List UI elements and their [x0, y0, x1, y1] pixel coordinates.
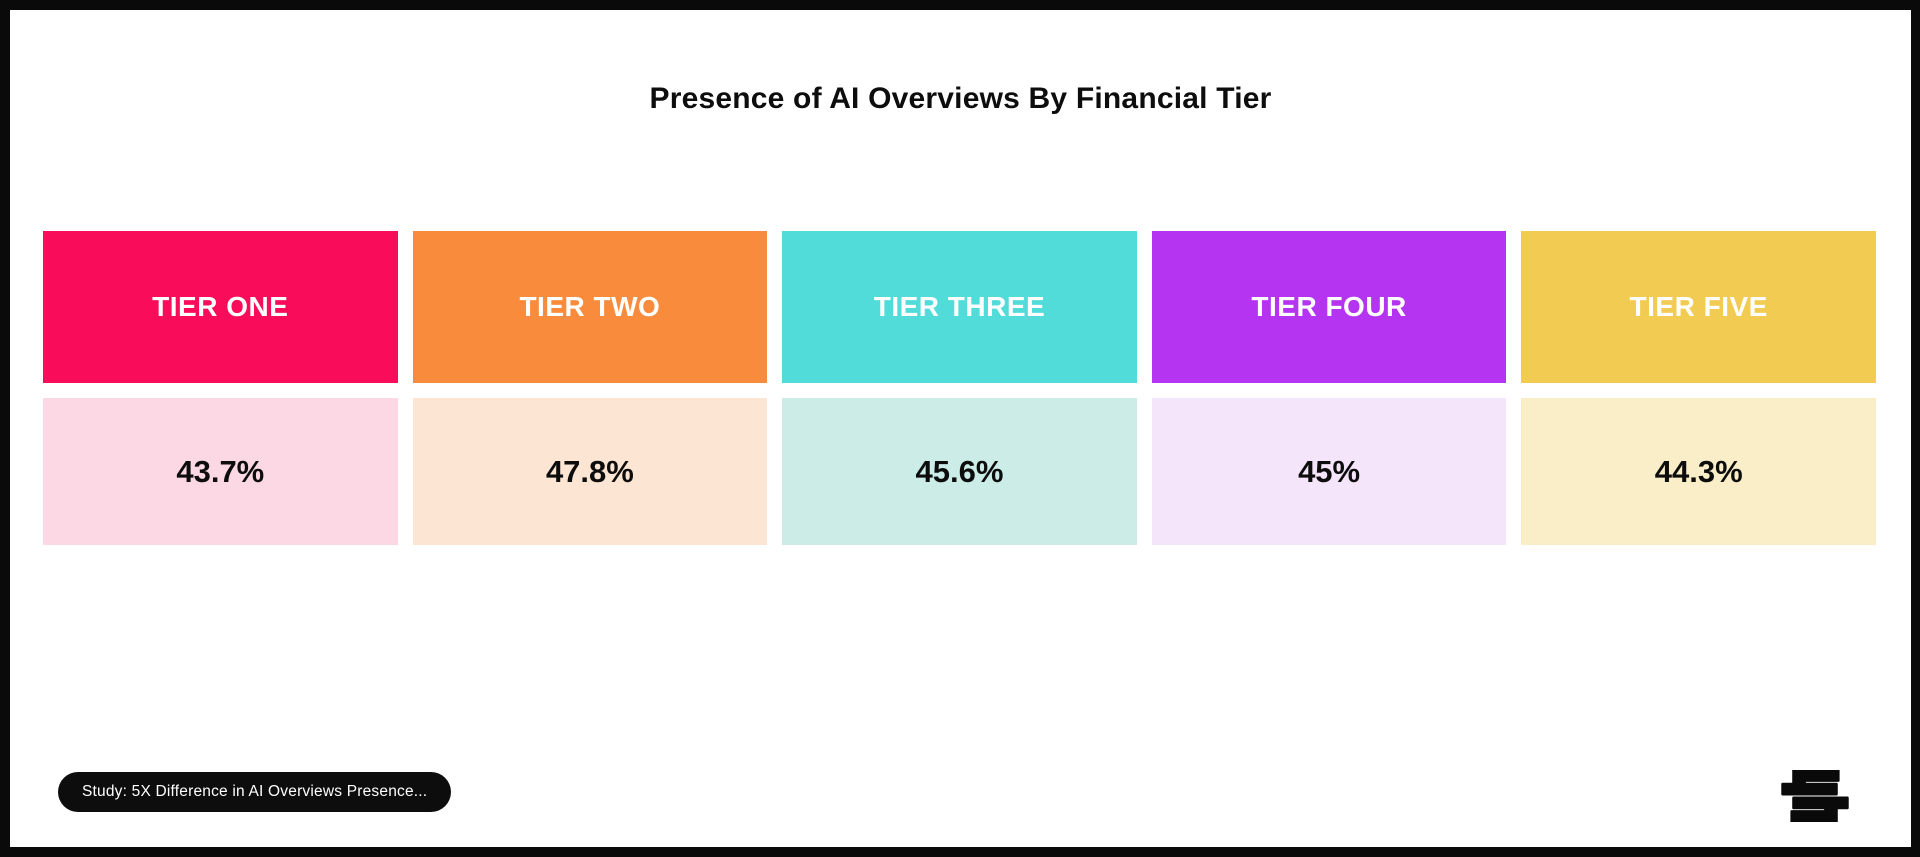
tier-value-text: 43.7%	[176, 453, 265, 489]
infographic-canvas: Presence of AI Overviews By Financial Ti…	[10, 10, 1911, 847]
tier-value-four: 45%	[1151, 398, 1507, 545]
tier-header-label: TIER FIVE	[1629, 291, 1768, 322]
tier-value-five: 44.3%	[1521, 398, 1876, 545]
tier-value-three: 45.6%	[782, 398, 1137, 545]
s-bars-logo-icon	[1781, 770, 1849, 822]
tier-value-text: 44.3%	[1654, 453, 1743, 489]
study-link-pill[interactable]: Study: 5X Difference in AI Overviews Pre…	[58, 772, 452, 812]
tier-value-text: 45.6%	[915, 453, 1004, 489]
tier-value-text: 47.8%	[545, 453, 634, 489]
tier-value-text: 45%	[1298, 453, 1361, 489]
tier-header-label: TIER TWO	[519, 291, 661, 322]
tier-header-one: TIER ONE	[43, 231, 398, 383]
tier-header-four: TIER FOUR	[1151, 231, 1507, 383]
tier-grid: TIER ONE TIER TWO TIER THREE TIER FOUR T…	[43, 231, 1876, 545]
tier-header-two: TIER TWO	[412, 231, 768, 383]
tier-header-label: TIER THREE	[873, 291, 1046, 322]
tier-header-three: TIER THREE	[782, 231, 1137, 383]
tier-header-label: TIER FOUR	[1251, 291, 1407, 322]
page-title: Presence of AI Overviews By Financial Ti…	[649, 82, 1272, 115]
tier-header-label: TIER ONE	[152, 291, 289, 322]
tier-value-one: 43.7%	[43, 398, 398, 545]
tier-header-five: TIER FIVE	[1521, 231, 1876, 383]
tier-value-two: 47.8%	[412, 398, 768, 545]
